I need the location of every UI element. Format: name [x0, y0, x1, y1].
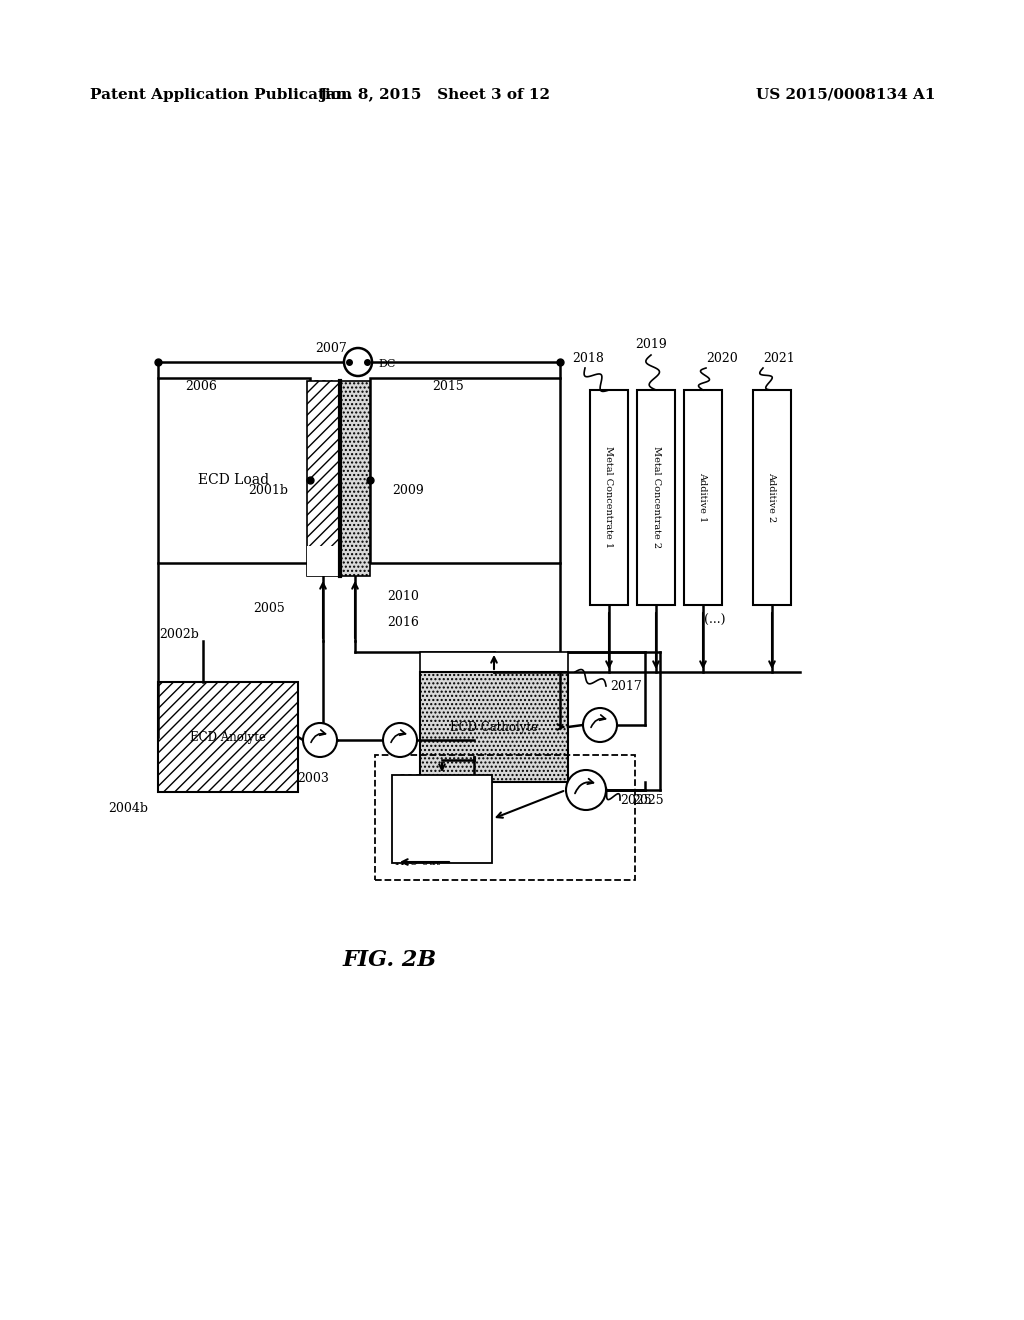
Bar — [375, 755, 635, 880]
Text: Metal Concentrate 1: Metal Concentrate 1 — [604, 446, 613, 548]
Text: 2025: 2025 — [620, 793, 651, 807]
Text: US 2015/0008134 A1: US 2015/0008134 A1 — [756, 88, 935, 102]
Bar — [684, 389, 722, 605]
Circle shape — [583, 708, 617, 742]
Text: 2015: 2015 — [432, 380, 464, 392]
Bar — [340, 381, 370, 576]
Bar — [158, 682, 298, 792]
Text: 2018: 2018 — [572, 351, 604, 364]
Text: 2011: 2011 — [312, 380, 344, 392]
Bar — [307, 546, 340, 576]
Text: (...): (...) — [705, 614, 726, 627]
Bar — [420, 652, 568, 672]
Text: 2006: 2006 — [185, 380, 217, 392]
Text: DC: DC — [378, 359, 395, 370]
Circle shape — [566, 770, 606, 810]
Bar — [307, 381, 340, 576]
Text: 2008: 2008 — [398, 774, 430, 787]
Bar — [392, 775, 492, 863]
Bar — [158, 378, 310, 564]
Text: 2003: 2003 — [297, 771, 329, 784]
Text: 2017: 2017 — [610, 680, 642, 693]
Text: 2019: 2019 — [635, 338, 667, 351]
Bar — [420, 672, 568, 781]
Text: Patent Application Publication: Patent Application Publication — [90, 88, 352, 102]
Text: 2005: 2005 — [253, 602, 285, 615]
Bar — [370, 378, 560, 564]
Text: 2001b: 2001b — [248, 483, 288, 496]
Bar — [590, 389, 628, 605]
Bar — [753, 389, 791, 605]
Bar — [158, 682, 298, 792]
Text: H₂O out: H₂O out — [395, 857, 440, 867]
Text: 2016: 2016 — [387, 615, 419, 628]
Text: 2021: 2021 — [763, 351, 795, 364]
Bar — [637, 389, 675, 605]
Text: 2025: 2025 — [632, 793, 664, 807]
Text: 2020: 2020 — [706, 351, 737, 364]
Text: 2010: 2010 — [387, 590, 419, 602]
Text: ECD Anolyte: ECD Anolyte — [190, 730, 266, 743]
Text: Additive 2: Additive 2 — [768, 471, 776, 523]
Text: 2002b: 2002b — [159, 627, 199, 640]
Text: 2009: 2009 — [392, 483, 424, 496]
Text: Additive 1: Additive 1 — [698, 471, 708, 523]
Text: 2030: 2030 — [437, 653, 469, 667]
Text: ECD Catholyte: ECD Catholyte — [450, 721, 538, 734]
Text: 2007: 2007 — [315, 342, 347, 355]
Circle shape — [303, 723, 337, 756]
Text: FIG. 2B: FIG. 2B — [343, 949, 437, 972]
Text: Metal Concentrate 2: Metal Concentrate 2 — [651, 446, 660, 548]
Text: Jan. 8, 2015   Sheet 3 of 12: Jan. 8, 2015 Sheet 3 of 12 — [319, 88, 551, 102]
Text: 2004b: 2004b — [108, 801, 148, 814]
Text: ECD Load: ECD Load — [198, 473, 269, 487]
Circle shape — [344, 348, 372, 376]
Circle shape — [383, 723, 417, 756]
Bar — [420, 672, 568, 781]
